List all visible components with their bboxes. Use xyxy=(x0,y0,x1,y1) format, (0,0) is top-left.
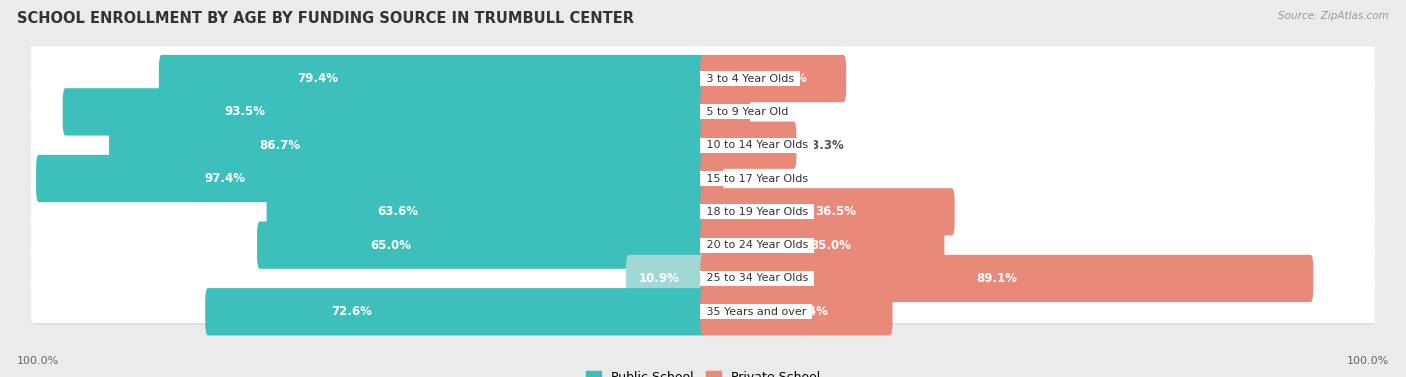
FancyBboxPatch shape xyxy=(700,255,1313,302)
FancyBboxPatch shape xyxy=(205,288,706,336)
FancyBboxPatch shape xyxy=(257,221,706,269)
FancyBboxPatch shape xyxy=(700,288,893,336)
Text: 6.5%: 6.5% xyxy=(758,106,790,118)
Text: 27.4%: 27.4% xyxy=(787,305,828,318)
FancyBboxPatch shape xyxy=(63,88,706,135)
FancyBboxPatch shape xyxy=(34,81,1372,125)
Text: 89.1%: 89.1% xyxy=(976,272,1018,285)
Text: 97.4%: 97.4% xyxy=(205,172,246,185)
Legend: Public School, Private School: Public School, Private School xyxy=(581,366,825,377)
FancyBboxPatch shape xyxy=(700,155,724,202)
Text: SCHOOL ENROLLMENT BY AGE BY FUNDING SOURCE IN TRUMBULL CENTER: SCHOOL ENROLLMENT BY AGE BY FUNDING SOUR… xyxy=(17,11,634,26)
FancyBboxPatch shape xyxy=(31,80,1375,123)
Text: 86.7%: 86.7% xyxy=(260,139,301,152)
Text: 2.6%: 2.6% xyxy=(731,172,763,185)
Text: 35.0%: 35.0% xyxy=(810,239,851,251)
FancyBboxPatch shape xyxy=(34,215,1372,258)
FancyBboxPatch shape xyxy=(700,88,749,135)
Text: 18 to 19 Year Olds: 18 to 19 Year Olds xyxy=(703,207,811,217)
FancyBboxPatch shape xyxy=(700,55,846,102)
Text: 100.0%: 100.0% xyxy=(1347,356,1389,366)
Text: 20 to 24 Year Olds: 20 to 24 Year Olds xyxy=(703,240,811,250)
FancyBboxPatch shape xyxy=(110,121,706,169)
FancyBboxPatch shape xyxy=(34,248,1372,291)
FancyBboxPatch shape xyxy=(159,55,706,102)
Text: 13.3%: 13.3% xyxy=(804,139,845,152)
FancyBboxPatch shape xyxy=(700,121,796,169)
FancyBboxPatch shape xyxy=(34,281,1372,325)
FancyBboxPatch shape xyxy=(34,48,1372,91)
Text: 35 Years and over: 35 Years and over xyxy=(703,307,810,317)
Text: 63.6%: 63.6% xyxy=(378,205,419,218)
Text: 3 to 4 Year Olds: 3 to 4 Year Olds xyxy=(703,74,797,84)
Text: 79.4%: 79.4% xyxy=(297,72,337,85)
Text: 93.5%: 93.5% xyxy=(225,106,266,118)
Text: 15 to 17 Year Olds: 15 to 17 Year Olds xyxy=(703,173,811,184)
FancyBboxPatch shape xyxy=(34,148,1372,191)
Text: 10 to 14 Year Olds: 10 to 14 Year Olds xyxy=(703,140,811,150)
FancyBboxPatch shape xyxy=(34,115,1372,158)
Text: 72.6%: 72.6% xyxy=(332,305,373,318)
FancyBboxPatch shape xyxy=(31,46,1375,90)
Text: Source: ZipAtlas.com: Source: ZipAtlas.com xyxy=(1278,11,1389,21)
FancyBboxPatch shape xyxy=(267,188,706,236)
FancyBboxPatch shape xyxy=(37,155,706,202)
FancyBboxPatch shape xyxy=(31,180,1375,223)
FancyBboxPatch shape xyxy=(34,181,1372,225)
Text: 20.6%: 20.6% xyxy=(766,72,807,85)
FancyBboxPatch shape xyxy=(31,213,1375,256)
FancyBboxPatch shape xyxy=(700,188,955,236)
Text: 25 to 34 Year Olds: 25 to 34 Year Olds xyxy=(703,273,811,284)
FancyBboxPatch shape xyxy=(700,221,945,269)
Text: 65.0%: 65.0% xyxy=(371,239,412,251)
FancyBboxPatch shape xyxy=(31,247,1375,290)
Text: 36.5%: 36.5% xyxy=(815,205,856,218)
Text: 10.9%: 10.9% xyxy=(638,272,679,285)
FancyBboxPatch shape xyxy=(31,146,1375,190)
FancyBboxPatch shape xyxy=(626,255,706,302)
Text: 5 to 9 Year Old: 5 to 9 Year Old xyxy=(703,107,792,117)
FancyBboxPatch shape xyxy=(31,113,1375,156)
Text: 100.0%: 100.0% xyxy=(17,356,59,366)
FancyBboxPatch shape xyxy=(31,280,1375,323)
